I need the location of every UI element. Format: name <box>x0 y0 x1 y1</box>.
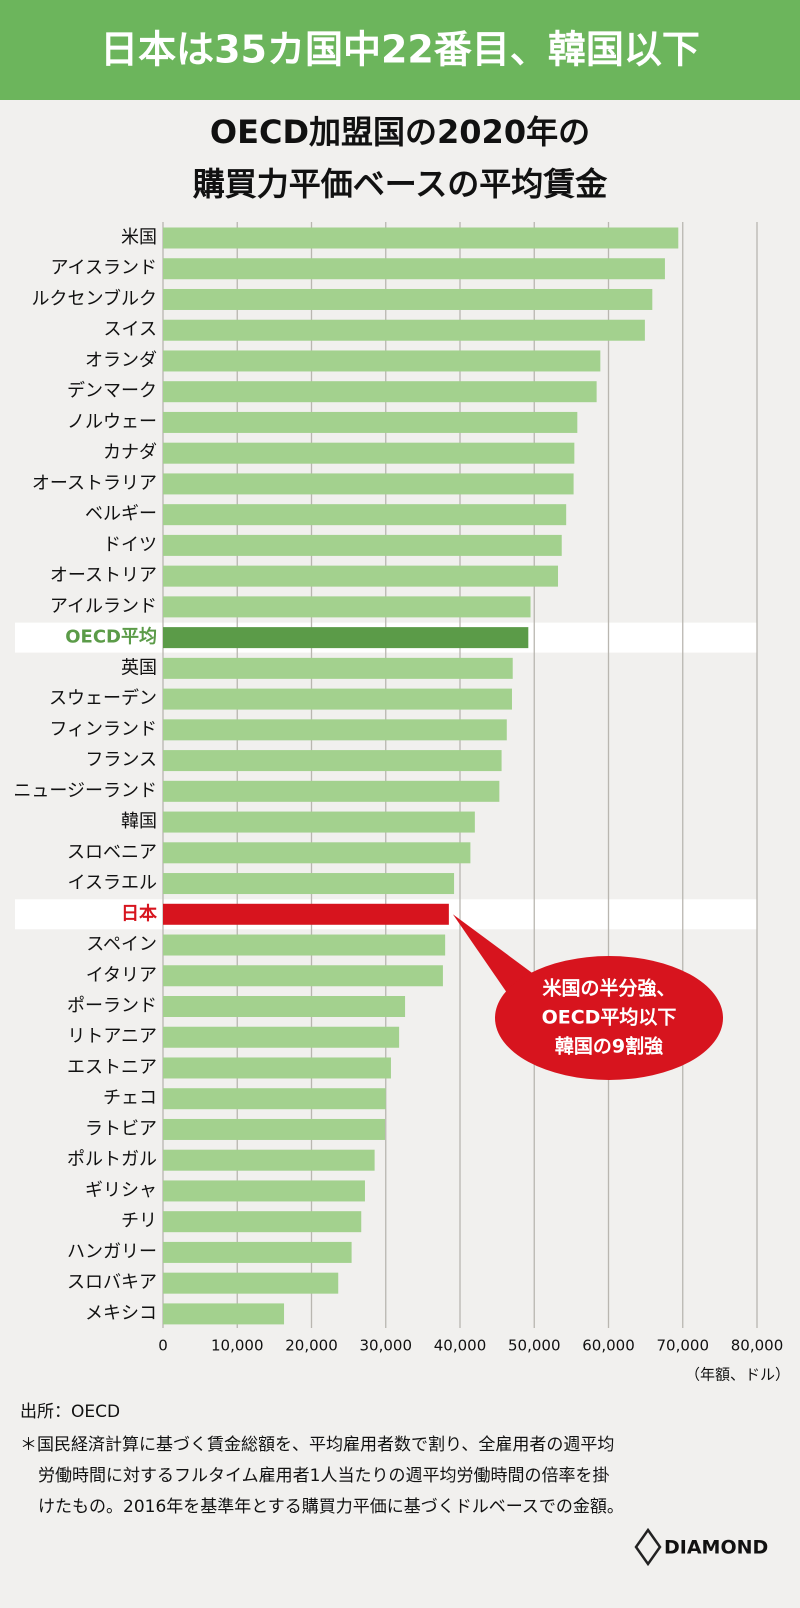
y-tick-label: スペイン <box>86 934 157 955</box>
x-tick-label: 10,000 <box>211 1337 264 1355</box>
axis-unit: （年額、ドル） <box>685 1366 790 1384</box>
bar <box>163 565 559 587</box>
bar <box>163 227 679 249</box>
callout-pointer <box>452 914 539 1003</box>
callout-text: OECD平均以下 <box>542 1006 677 1029</box>
y-tick-label: ドイツ <box>103 534 157 555</box>
bar <box>163 750 502 772</box>
note: ＊国民経済計算に基づく賃金総額を、平均雇用者数で割り、全雇用者の週平均 <box>20 1435 614 1455</box>
y-tick-label: アイルランド <box>50 596 157 617</box>
y-tick-label: メキシコ <box>85 1303 157 1324</box>
bar <box>163 657 513 679</box>
chart-title: 購買力平価ベースの平均賃金 <box>193 165 608 203</box>
bar <box>163 688 512 710</box>
y-tick-label: 英国 <box>121 657 157 678</box>
bar <box>163 1026 400 1048</box>
bar <box>163 1118 386 1140</box>
bar <box>163 442 575 464</box>
bar <box>163 627 529 649</box>
bar <box>163 903 449 925</box>
bar <box>163 504 567 526</box>
header: 日本は35カ国中22番目、韓国以下 <box>100 28 700 72</box>
bar <box>163 319 645 341</box>
y-tick-label: ポルトガル <box>67 1149 157 1170</box>
note: けたもの。2016年を基準年とする購買力平価に基づくドルベースでの金額。 <box>38 1497 624 1517</box>
header-band <box>0 0 800 100</box>
y-tick-label: 日本 <box>121 902 157 924</box>
y-tick-label: オランダ <box>85 350 157 371</box>
note: 労働時間に対するフルタイム雇用者1人当たりの週平均労働時間の倍率を掛 <box>38 1466 609 1486</box>
bar <box>163 596 531 618</box>
y-tick-label: ニュージーランド <box>13 780 157 801</box>
y-tick-label: オーストラリア <box>32 473 157 494</box>
logo: DIAMOND <box>664 1537 768 1559</box>
bar <box>163 1149 375 1171</box>
y-tick-label: ノルウェー <box>67 411 157 432</box>
y-tick-label: イタリア <box>86 965 157 986</box>
y-tick-label: フィンランド <box>49 719 157 740</box>
bar <box>163 258 665 280</box>
bar <box>163 873 455 895</box>
y-tick-label: ラトビア <box>85 1118 157 1139</box>
x-tick-label: 30,000 <box>360 1337 413 1355</box>
bar <box>163 934 446 956</box>
y-tick-label: OECD平均 <box>65 626 157 648</box>
bar <box>163 350 601 372</box>
y-tick-label: デンマーク <box>67 381 157 402</box>
bar <box>163 719 507 741</box>
y-tick-label: 米国 <box>121 227 157 248</box>
y-tick-label: アイスランド <box>50 258 157 279</box>
bar <box>163 842 471 864</box>
callout-text: 米国の半分強、 <box>542 977 675 1000</box>
bar <box>163 811 475 833</box>
bar <box>163 1272 339 1294</box>
y-tick-label: ギリシャ <box>85 1180 157 1201</box>
y-tick-label: スロベニア <box>67 842 157 863</box>
y-tick-label: フランス <box>85 750 157 771</box>
y-tick-label: イスラエル <box>68 873 157 894</box>
bar <box>163 780 500 802</box>
y-tick-label: カナダ <box>103 442 157 463</box>
y-tick-label: ルクセンブルク <box>32 287 157 309</box>
bar <box>163 965 443 987</box>
y-tick-label: スイス <box>104 319 157 340</box>
bar <box>163 1211 362 1233</box>
chart-title: OECD加盟国の2020年の <box>210 113 590 151</box>
bar <box>163 381 597 403</box>
callout-bubble <box>495 956 723 1080</box>
x-tick-label: 60,000 <box>582 1337 635 1355</box>
y-tick-label: ハンガリー <box>67 1241 157 1262</box>
y-tick-label: エストニア <box>67 1057 157 1078</box>
logo-mark <box>634 1527 662 1567</box>
bar <box>163 1057 391 1079</box>
x-tick-label: 80,000 <box>731 1337 784 1355</box>
bar <box>163 534 562 556</box>
x-tick-label: 20,000 <box>285 1337 338 1355</box>
bar <box>163 1180 365 1202</box>
source: 出所：OECD <box>20 1402 120 1422</box>
y-tick-label: スウェーデン <box>49 688 157 709</box>
bar <box>163 996 406 1017</box>
x-tick-label: 70,000 <box>657 1337 710 1355</box>
x-tick-label: 50,000 <box>508 1337 561 1355</box>
x-tick-label: 0 <box>158 1337 168 1355</box>
y-tick-label: リトアニア <box>67 1026 157 1047</box>
y-tick-label: 韓国 <box>121 811 157 832</box>
y-tick-label: ポーランド <box>67 996 157 1017</box>
y-tick-label: スロバキア <box>67 1272 157 1293</box>
y-tick-label: チリ <box>121 1211 157 1232</box>
bar <box>163 411 578 433</box>
y-tick-label: チェコ <box>103 1088 157 1109</box>
bar <box>163 1303 285 1325</box>
y-tick-label: ベルギー <box>85 504 157 525</box>
bar <box>163 1241 352 1263</box>
bar <box>163 473 574 495</box>
bar <box>163 1088 386 1110</box>
y-tick-label: オーストリア <box>50 565 157 586</box>
callout-text: 韓国の9割強 <box>555 1035 663 1058</box>
bar <box>163 288 653 310</box>
x-tick-label: 40,000 <box>434 1337 487 1355</box>
